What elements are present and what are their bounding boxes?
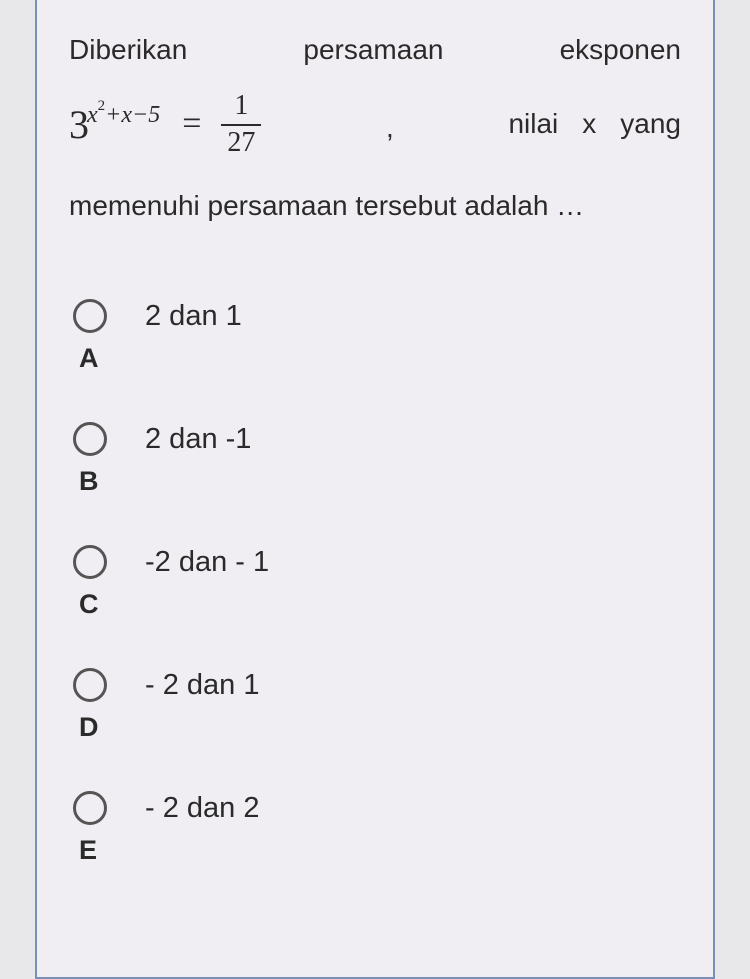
exp-squared: 2 (98, 98, 106, 114)
option-wrapper-d: - 2 dan 1 D (73, 668, 681, 779)
option-row[interactable]: - 2 dan 1 (73, 668, 681, 702)
fraction-line (221, 124, 261, 126)
equation-left: 3 x2+x−5 = 1 27 (69, 91, 261, 159)
question-line1: Diberikan persamaan eksponen (69, 28, 681, 73)
word-persamaan: persamaan (303, 28, 443, 73)
option-row[interactable]: 2 dan 1 (73, 299, 681, 333)
word-diberikan: Diberikan (69, 28, 187, 73)
options-list: 2 dan 1 A 2 dan -1 B -2 dan - 1 C - 2 da… (69, 299, 681, 902)
option-letter: D (79, 712, 681, 743)
radio-button[interactable] (73, 791, 107, 825)
option-wrapper-a: 2 dan 1 A (73, 299, 681, 410)
option-row[interactable]: - 2 dan 2 (73, 791, 681, 825)
comma: , (386, 106, 394, 159)
option-letter: A (79, 343, 681, 374)
question-line3: memenuhi persamaan tersebut adalah … (69, 184, 681, 229)
word-eksponen: eksponen (560, 28, 681, 73)
fraction-numerator: 1 (228, 91, 254, 122)
equation-base: 3 (69, 93, 89, 157)
radio-button[interactable] (73, 668, 107, 702)
radio-button[interactable] (73, 545, 107, 579)
base-exponent: 3 x2+x−5 (69, 93, 162, 157)
option-text: 2 dan -1 (145, 423, 251, 456)
fraction-denominator: 27 (221, 128, 261, 159)
exp-var1: x (87, 102, 98, 128)
option-row[interactable]: 2 dan -1 (73, 422, 681, 456)
option-text: - 2 dan 1 (145, 669, 259, 702)
option-letter: E (79, 835, 681, 866)
option-text: -2 dan - 1 (145, 546, 269, 579)
trail-text: nilai x yang (508, 102, 681, 147)
question-text: Diberikan persamaan eksponen 3 x2+x−5 = … (69, 28, 681, 229)
exp-rest: +x−5 (105, 102, 160, 128)
option-letter: C (79, 589, 681, 620)
fraction: 1 27 (221, 91, 261, 159)
equation-exponent: x2+x−5 (87, 96, 160, 134)
radio-button[interactable] (73, 422, 107, 456)
word-x: x (582, 102, 596, 147)
option-text: - 2 dan 2 (145, 792, 259, 825)
equation-line: 3 x2+x−5 = 1 27 , nilai x yang (69, 91, 681, 159)
option-letter: B (79, 466, 681, 497)
word-nilai: nilai (508, 102, 558, 147)
word-yang: yang (620, 102, 681, 147)
option-wrapper-c: -2 dan - 1 C (73, 545, 681, 656)
option-wrapper-e: - 2 dan 2 E (73, 791, 681, 902)
equals-sign: = (182, 97, 201, 151)
option-row[interactable]: -2 dan - 1 (73, 545, 681, 579)
radio-button[interactable] (73, 299, 107, 333)
option-wrapper-b: 2 dan -1 B (73, 422, 681, 533)
question-card: Diberikan persamaan eksponen 3 x2+x−5 = … (35, 0, 715, 979)
option-text: 2 dan 1 (145, 300, 242, 333)
